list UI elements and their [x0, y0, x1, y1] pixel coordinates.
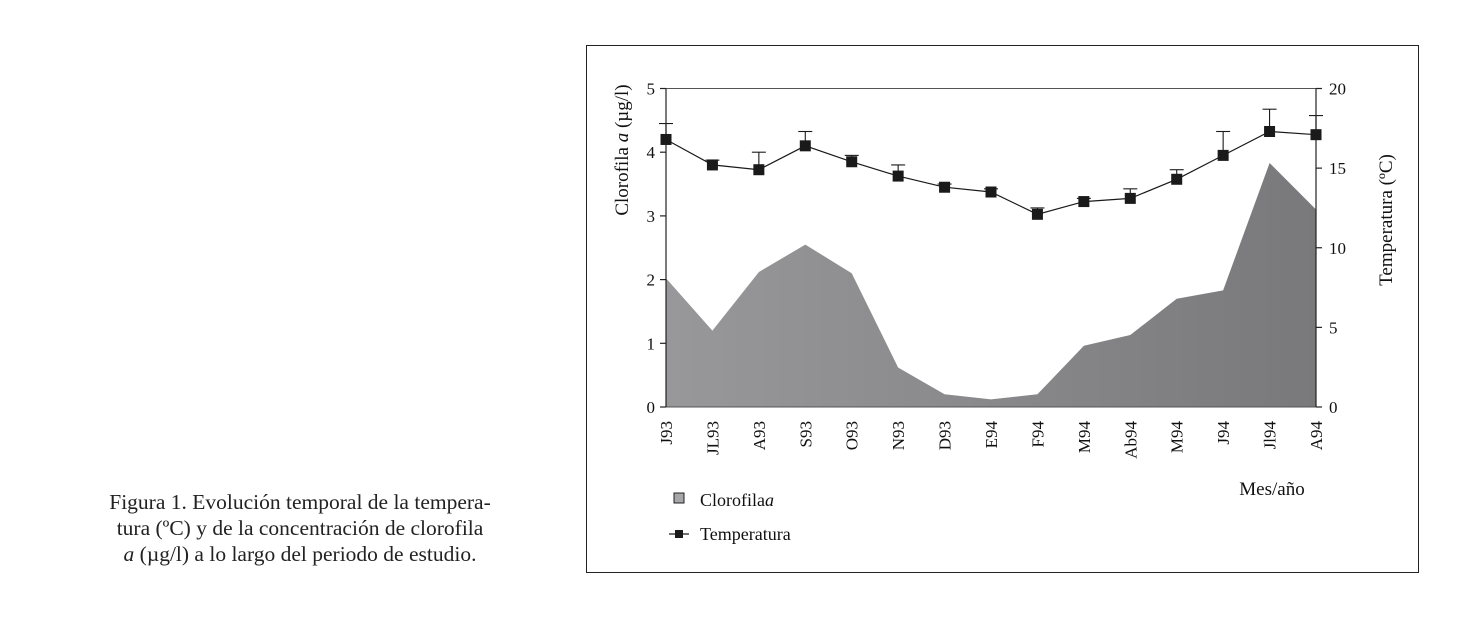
x-tick-label: D93: [936, 421, 955, 450]
temperatura-marker: [1217, 149, 1229, 161]
x-tick-label: JL93: [703, 421, 722, 455]
y-left-tick-label: 3: [647, 207, 656, 226]
temperatura-marker: [706, 159, 718, 171]
label-layer: Clorofila a (µg/l) Temperatura (ºC) Mes/…: [612, 84, 1397, 500]
x-tick-label: S93: [796, 421, 815, 447]
x-tick-label: Ab94: [1121, 421, 1140, 459]
x-tick-label: N93: [889, 421, 908, 450]
x-axis-title: Mes/año: [1239, 479, 1304, 500]
y-left-tick-label: 2: [647, 271, 656, 290]
x-tick-label: Jl94: [1261, 421, 1280, 450]
area-clorofila: [666, 163, 1316, 407]
temperatura-marker: [1031, 208, 1043, 220]
legend: Clorofilaa Temperatura: [669, 490, 791, 544]
legend-symbol-temperatura-marker: [675, 530, 683, 538]
y-left-tick-label: 1: [647, 334, 656, 353]
x-tick-label: O93: [843, 421, 862, 450]
temperatura-marker: [660, 133, 672, 145]
temperatura-marker: [1078, 196, 1090, 208]
temperatura-marker: [846, 156, 858, 168]
x-tick-label: M94: [1168, 421, 1187, 454]
caption-line-1: Figura 1. Evolución temporal de la tempe…: [109, 490, 491, 514]
temperatura-marker: [1124, 192, 1136, 204]
legend-label-temperatura: Temperatura: [700, 524, 791, 544]
y-left-tick-label: 5: [647, 80, 656, 99]
temperatura-marker: [799, 140, 811, 152]
axes-layer: 0 1 2 3 4 5 0 5 10 15 20 J93 JL93 A93 S93 O93 N93 D93 E94 F…: [647, 80, 1347, 459]
x-tick-label: J94: [1214, 421, 1233, 445]
y-right-tick-label: 0: [1329, 398, 1338, 417]
y-right-tick-label: 15: [1329, 159, 1346, 178]
figure-caption: Figura 1. Evolución temporal de la tempe…: [52, 489, 548, 567]
caption-line-3-rest: (µg/l) a lo largo del periodo de estudio…: [134, 542, 477, 566]
x-tick-label: A94: [1307, 421, 1326, 451]
caption-italic-a: a: [123, 542, 135, 566]
temperatura-marker: [753, 164, 765, 176]
y-axis-left-title: Clorofila a (µg/l): [612, 84, 633, 215]
y-right-tick-label: 20: [1329, 80, 1346, 99]
x-tick-label: E94: [982, 421, 1001, 449]
temperatura-marker: [1264, 125, 1276, 137]
temperatura-marker: [985, 186, 997, 198]
y-right-tick-label: 10: [1329, 239, 1346, 258]
caption-line-2: tura (ºC) y de la concentración de cloro…: [116, 516, 484, 540]
legend-symbol-clorofila: [673, 492, 685, 504]
chart-frame: [586, 45, 1419, 573]
x-tick-label: F94: [1028, 421, 1047, 448]
temperatura-marker: [939, 181, 951, 193]
x-tick-label: M94: [1075, 421, 1094, 454]
x-tick-label: A93: [750, 421, 769, 450]
y-right-tick-label: 5: [1329, 318, 1338, 337]
area-layer: [666, 163, 1316, 407]
x-tick-label: J93: [657, 421, 676, 445]
y-axis-right-title: Temperatura (ºC): [1376, 154, 1397, 286]
temperatura-marker: [1171, 173, 1183, 185]
y-left-tick-label: 4: [647, 143, 656, 162]
legend-label-clorofila: Clorofilaa: [700, 490, 774, 510]
caption-line-3: a (µg/l) a lo largo del periodo de estud…: [52, 541, 548, 567]
y-left-tick-label: 0: [647, 398, 656, 417]
temperatura-marker: [1310, 129, 1322, 141]
line-layer: [659, 108, 1323, 220]
temperatura-marker: [892, 170, 904, 182]
